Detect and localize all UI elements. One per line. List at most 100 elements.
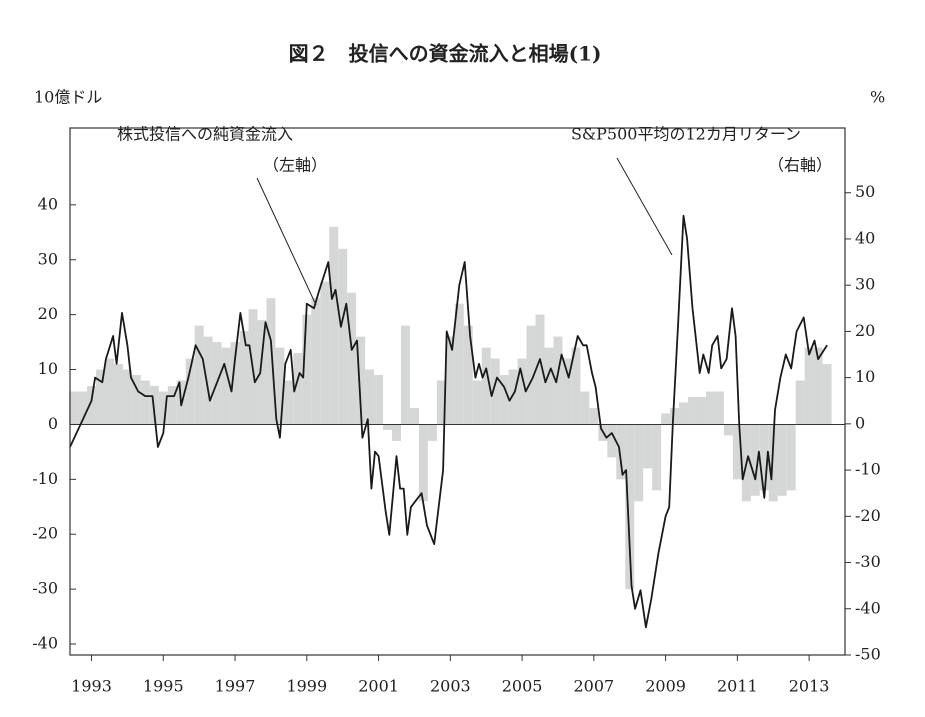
bar xyxy=(607,424,617,458)
bar xyxy=(804,347,814,425)
bar xyxy=(490,358,500,425)
y2-tick-label: -20 xyxy=(855,506,881,525)
y2-tick-label: 30 xyxy=(855,275,875,294)
bar xyxy=(714,391,724,425)
bar xyxy=(78,391,88,425)
y2-tick-label: 40 xyxy=(855,228,875,247)
bar xyxy=(732,424,742,480)
x-tick-label: 2003 xyxy=(430,677,471,696)
y2-tick-label: 10 xyxy=(855,367,875,386)
bar xyxy=(338,248,348,425)
bar xyxy=(365,369,375,425)
y2-tick-label: -50 xyxy=(855,645,881,664)
bar xyxy=(356,336,366,425)
bar xyxy=(257,320,267,425)
plot-area: -40 -30 -20 -10 0 10 20 30 40 -50 -40 -30 -20 -10 0 10 2… xyxy=(32,127,881,696)
bar xyxy=(383,424,393,430)
bar xyxy=(454,303,464,425)
bar xyxy=(580,391,590,425)
bar xyxy=(69,391,79,425)
bar xyxy=(750,424,760,496)
bar xyxy=(795,380,805,425)
bar xyxy=(526,325,536,425)
y-tick-label: 10 xyxy=(38,359,58,378)
bar xyxy=(589,407,599,425)
plot-frame xyxy=(69,127,846,656)
bar xyxy=(194,325,204,425)
bar xyxy=(643,424,653,469)
bar xyxy=(374,375,384,425)
bar xyxy=(822,364,832,425)
bar xyxy=(670,407,680,425)
x-tick-label: 2011 xyxy=(717,677,758,696)
bar xyxy=(652,424,662,491)
bar xyxy=(786,424,796,491)
bar xyxy=(696,396,706,425)
bar xyxy=(409,407,419,425)
y-tick-label: -10 xyxy=(32,469,58,488)
y-tick-label: -30 xyxy=(32,579,58,598)
bar xyxy=(131,375,141,425)
bar xyxy=(221,347,231,425)
bar xyxy=(427,424,437,441)
bar xyxy=(616,424,626,480)
bar xyxy=(463,325,473,425)
bar xyxy=(158,391,168,425)
bar xyxy=(167,386,177,425)
bar xyxy=(679,402,689,425)
bar xyxy=(481,347,491,425)
bar xyxy=(544,347,554,425)
bar xyxy=(347,292,357,425)
bar xyxy=(535,314,545,425)
y-tick-label: 30 xyxy=(38,249,58,268)
bar xyxy=(705,391,715,425)
bar xyxy=(759,424,769,491)
bar xyxy=(553,336,563,425)
y2-tick-label: 50 xyxy=(855,182,875,201)
line xyxy=(69,214,828,629)
bar xyxy=(499,375,509,425)
bar xyxy=(293,353,303,425)
x-tick-label: 2009 xyxy=(645,677,686,696)
series-label: S&P500平均の12カ月リターン xyxy=(571,125,801,144)
bar xyxy=(122,369,132,425)
x-tick-label: 1993 xyxy=(71,677,112,696)
bar xyxy=(96,369,105,425)
y2-tick-label: -30 xyxy=(855,552,881,571)
bar xyxy=(185,358,195,425)
annotation: （右軸） xyxy=(768,156,832,175)
bar xyxy=(302,314,312,425)
bar xyxy=(571,347,581,425)
bar xyxy=(239,331,249,425)
x-tick-label: 2001 xyxy=(358,677,399,696)
y2-tick-label: 0 xyxy=(855,413,865,432)
bar xyxy=(230,342,240,425)
bar xyxy=(203,336,213,425)
bar xyxy=(329,226,339,425)
bar xyxy=(400,325,410,425)
bar xyxy=(634,424,644,502)
bar xyxy=(723,424,733,436)
bar xyxy=(436,380,446,425)
bar xyxy=(140,380,150,425)
x-tick-label: 1997 xyxy=(215,677,256,696)
y-tick-label: 20 xyxy=(38,304,58,323)
bar xyxy=(87,386,97,425)
bar xyxy=(392,424,401,441)
y2-tick-label: -10 xyxy=(855,460,881,479)
bar xyxy=(418,424,428,502)
bar xyxy=(813,347,823,425)
bar xyxy=(320,281,330,425)
bar xyxy=(661,413,671,425)
bar xyxy=(688,396,697,425)
y-tick-label: -20 xyxy=(32,524,58,543)
y-tick-label: 0 xyxy=(48,414,58,433)
bar xyxy=(625,424,635,590)
bar xyxy=(508,369,518,425)
bar xyxy=(311,298,321,425)
y-tick-label: -40 xyxy=(32,634,58,653)
series-label: 株式投信への純資金流入 xyxy=(117,125,293,144)
y-axis-label: 10億ドル xyxy=(34,88,102,107)
y2-tick-label: -40 xyxy=(855,598,881,617)
